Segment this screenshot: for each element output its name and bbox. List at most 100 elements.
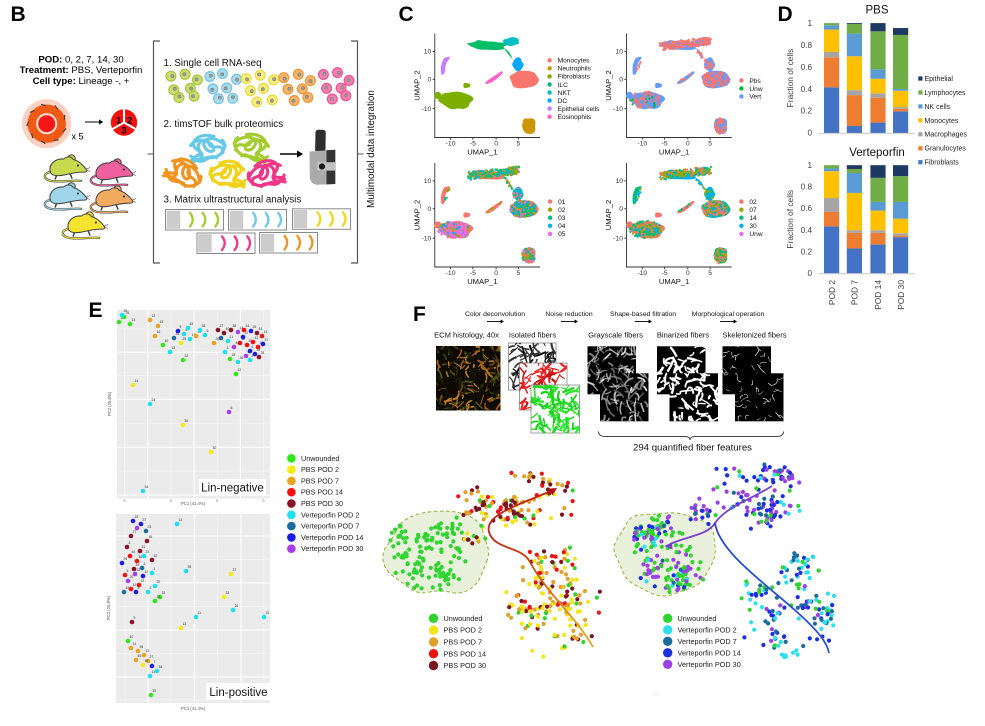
svg-text:Shape-based filtration: Shape-based filtration: [610, 311, 676, 318]
svg-text:NK cells: NK cells: [925, 104, 951, 111]
svg-text:0: 0: [428, 206, 432, 213]
svg-text:Pbs: Pbs: [749, 78, 761, 85]
svg-text:0: 0: [619, 77, 623, 84]
svg-text:Verteporfin: Verteporfin: [849, 147, 905, 159]
svg-text:E: E: [89, 299, 103, 322]
svg-text:23: 23: [135, 515, 139, 519]
svg-text:6: 6: [207, 329, 209, 333]
svg-text:35: 35: [188, 565, 192, 569]
svg-text:20: 20: [130, 575, 134, 579]
svg-text:1: 1: [150, 586, 152, 590]
svg-text:PBS POD 2: PBS POD 2: [301, 465, 339, 474]
svg-text:32: 32: [185, 354, 189, 358]
svg-text:UMAP_1: UMAP_1: [467, 147, 497, 156]
svg-text:6: 6: [248, 350, 250, 354]
svg-text:B: B: [11, 3, 26, 26]
svg-text:1: 1: [252, 354, 254, 358]
svg-text:34: 34: [257, 348, 261, 352]
svg-text:10: 10: [615, 178, 623, 185]
svg-text:Verteporfin POD 30: Verteporfin POD 30: [678, 660, 741, 669]
svg-text:28: 28: [261, 351, 265, 355]
svg-text:25: 25: [253, 325, 257, 329]
svg-text:37: 37: [143, 518, 147, 522]
svg-text:-10: -10: [637, 270, 647, 277]
svg-text:15: 15: [160, 320, 164, 324]
svg-text:33: 33: [226, 591, 230, 595]
svg-text:D: D: [778, 3, 793, 26]
svg-text:0: 0: [216, 499, 218, 503]
svg-text:13: 13: [132, 318, 136, 322]
svg-text:40: 40: [130, 635, 134, 639]
svg-text:22: 22: [245, 331, 249, 335]
svg-text:39: 39: [124, 309, 128, 313]
svg-text:x 5: x 5: [72, 132, 84, 142]
svg-text:01: 01: [558, 199, 566, 206]
svg-text:37: 37: [265, 338, 269, 342]
svg-text:POD 14: POD 14: [873, 280, 883, 310]
svg-text:-10: -10: [613, 106, 623, 113]
svg-text:1: 1: [154, 567, 156, 571]
svg-text:-10: -10: [637, 141, 647, 148]
svg-text:UMAP_1: UMAP_1: [659, 277, 689, 286]
svg-text:PC2 (25.8%): PC2 (25.8%): [106, 595, 111, 620]
svg-text:10: 10: [424, 49, 432, 56]
svg-text:3: 3: [121, 126, 126, 137]
svg-text:6: 6: [252, 345, 254, 349]
svg-text:POD 30: POD 30: [896, 280, 906, 310]
svg-text:18: 18: [232, 353, 236, 357]
svg-text:19: 19: [136, 563, 140, 567]
svg-text:294 quantified fiber features: 294 quantified fiber features: [633, 443, 752, 454]
svg-text:26: 26: [235, 604, 239, 608]
svg-text:5: 5: [708, 270, 712, 277]
svg-text:13: 13: [179, 518, 183, 522]
svg-text:1: 1: [807, 161, 812, 170]
svg-text:5: 5: [127, 569, 129, 573]
svg-text:UMAP_2: UMAP_2: [604, 200, 613, 230]
svg-text:35: 35: [202, 324, 206, 328]
svg-text:7: 7: [154, 660, 156, 664]
svg-text:-5: -5: [470, 270, 476, 277]
svg-text:30: 30: [749, 223, 757, 230]
svg-text:-10: -10: [446, 270, 456, 277]
svg-text:Fraction of cells: Fraction of cells: [785, 190, 795, 249]
svg-text:PBS POD 30: PBS POD 30: [444, 661, 487, 670]
svg-text:0.8: 0.8: [801, 41, 813, 50]
svg-text:14: 14: [133, 642, 137, 646]
svg-text:Binarized fibers: Binarized fibers: [657, 331, 710, 340]
svg-text:Morphological operation: Morphological operation: [692, 311, 765, 318]
svg-text:0.2: 0.2: [801, 247, 813, 256]
svg-text:Noise reduction: Noise reduction: [545, 311, 592, 318]
svg-text:13: 13: [183, 622, 187, 626]
svg-text:44: 44: [132, 550, 136, 554]
svg-text:Unw: Unw: [749, 86, 762, 93]
svg-text:45: 45: [149, 535, 153, 539]
svg-text:13: 13: [146, 649, 150, 653]
svg-text:27: 27: [220, 324, 224, 328]
svg-text:35: 35: [185, 419, 189, 423]
svg-text:44: 44: [259, 327, 263, 331]
svg-text:21: 21: [230, 335, 234, 339]
svg-text:30: 30: [249, 339, 253, 343]
svg-text:Epithelial cells: Epithelial cells: [558, 106, 600, 113]
svg-text:40: 40: [226, 327, 230, 331]
svg-text:-10: -10: [421, 106, 431, 113]
svg-text:31: 31: [142, 545, 146, 549]
svg-text:40: 40: [165, 339, 169, 343]
svg-text:36: 36: [240, 356, 244, 360]
svg-text:6: 6: [186, 328, 188, 332]
svg-text:-10: -10: [613, 236, 623, 243]
svg-text:Unw: Unw: [749, 231, 762, 238]
svg-text:3: 3: [227, 346, 229, 350]
svg-text:0: 0: [263, 499, 265, 503]
svg-text:38: 38: [233, 324, 237, 328]
svg-text:13: 13: [141, 579, 145, 583]
svg-text:27: 27: [150, 655, 154, 659]
svg-text:32: 32: [133, 583, 137, 587]
svg-text:12: 12: [266, 611, 270, 615]
svg-text:2. timsTOF bulk proteomics: 2. timsTOF bulk proteomics: [164, 119, 284, 130]
svg-text:-5: -5: [662, 270, 668, 277]
svg-text:0.8: 0.8: [801, 183, 813, 192]
svg-text:14: 14: [135, 379, 139, 383]
svg-text:02: 02: [749, 199, 757, 206]
svg-text:Monocytes: Monocytes: [558, 58, 591, 65]
